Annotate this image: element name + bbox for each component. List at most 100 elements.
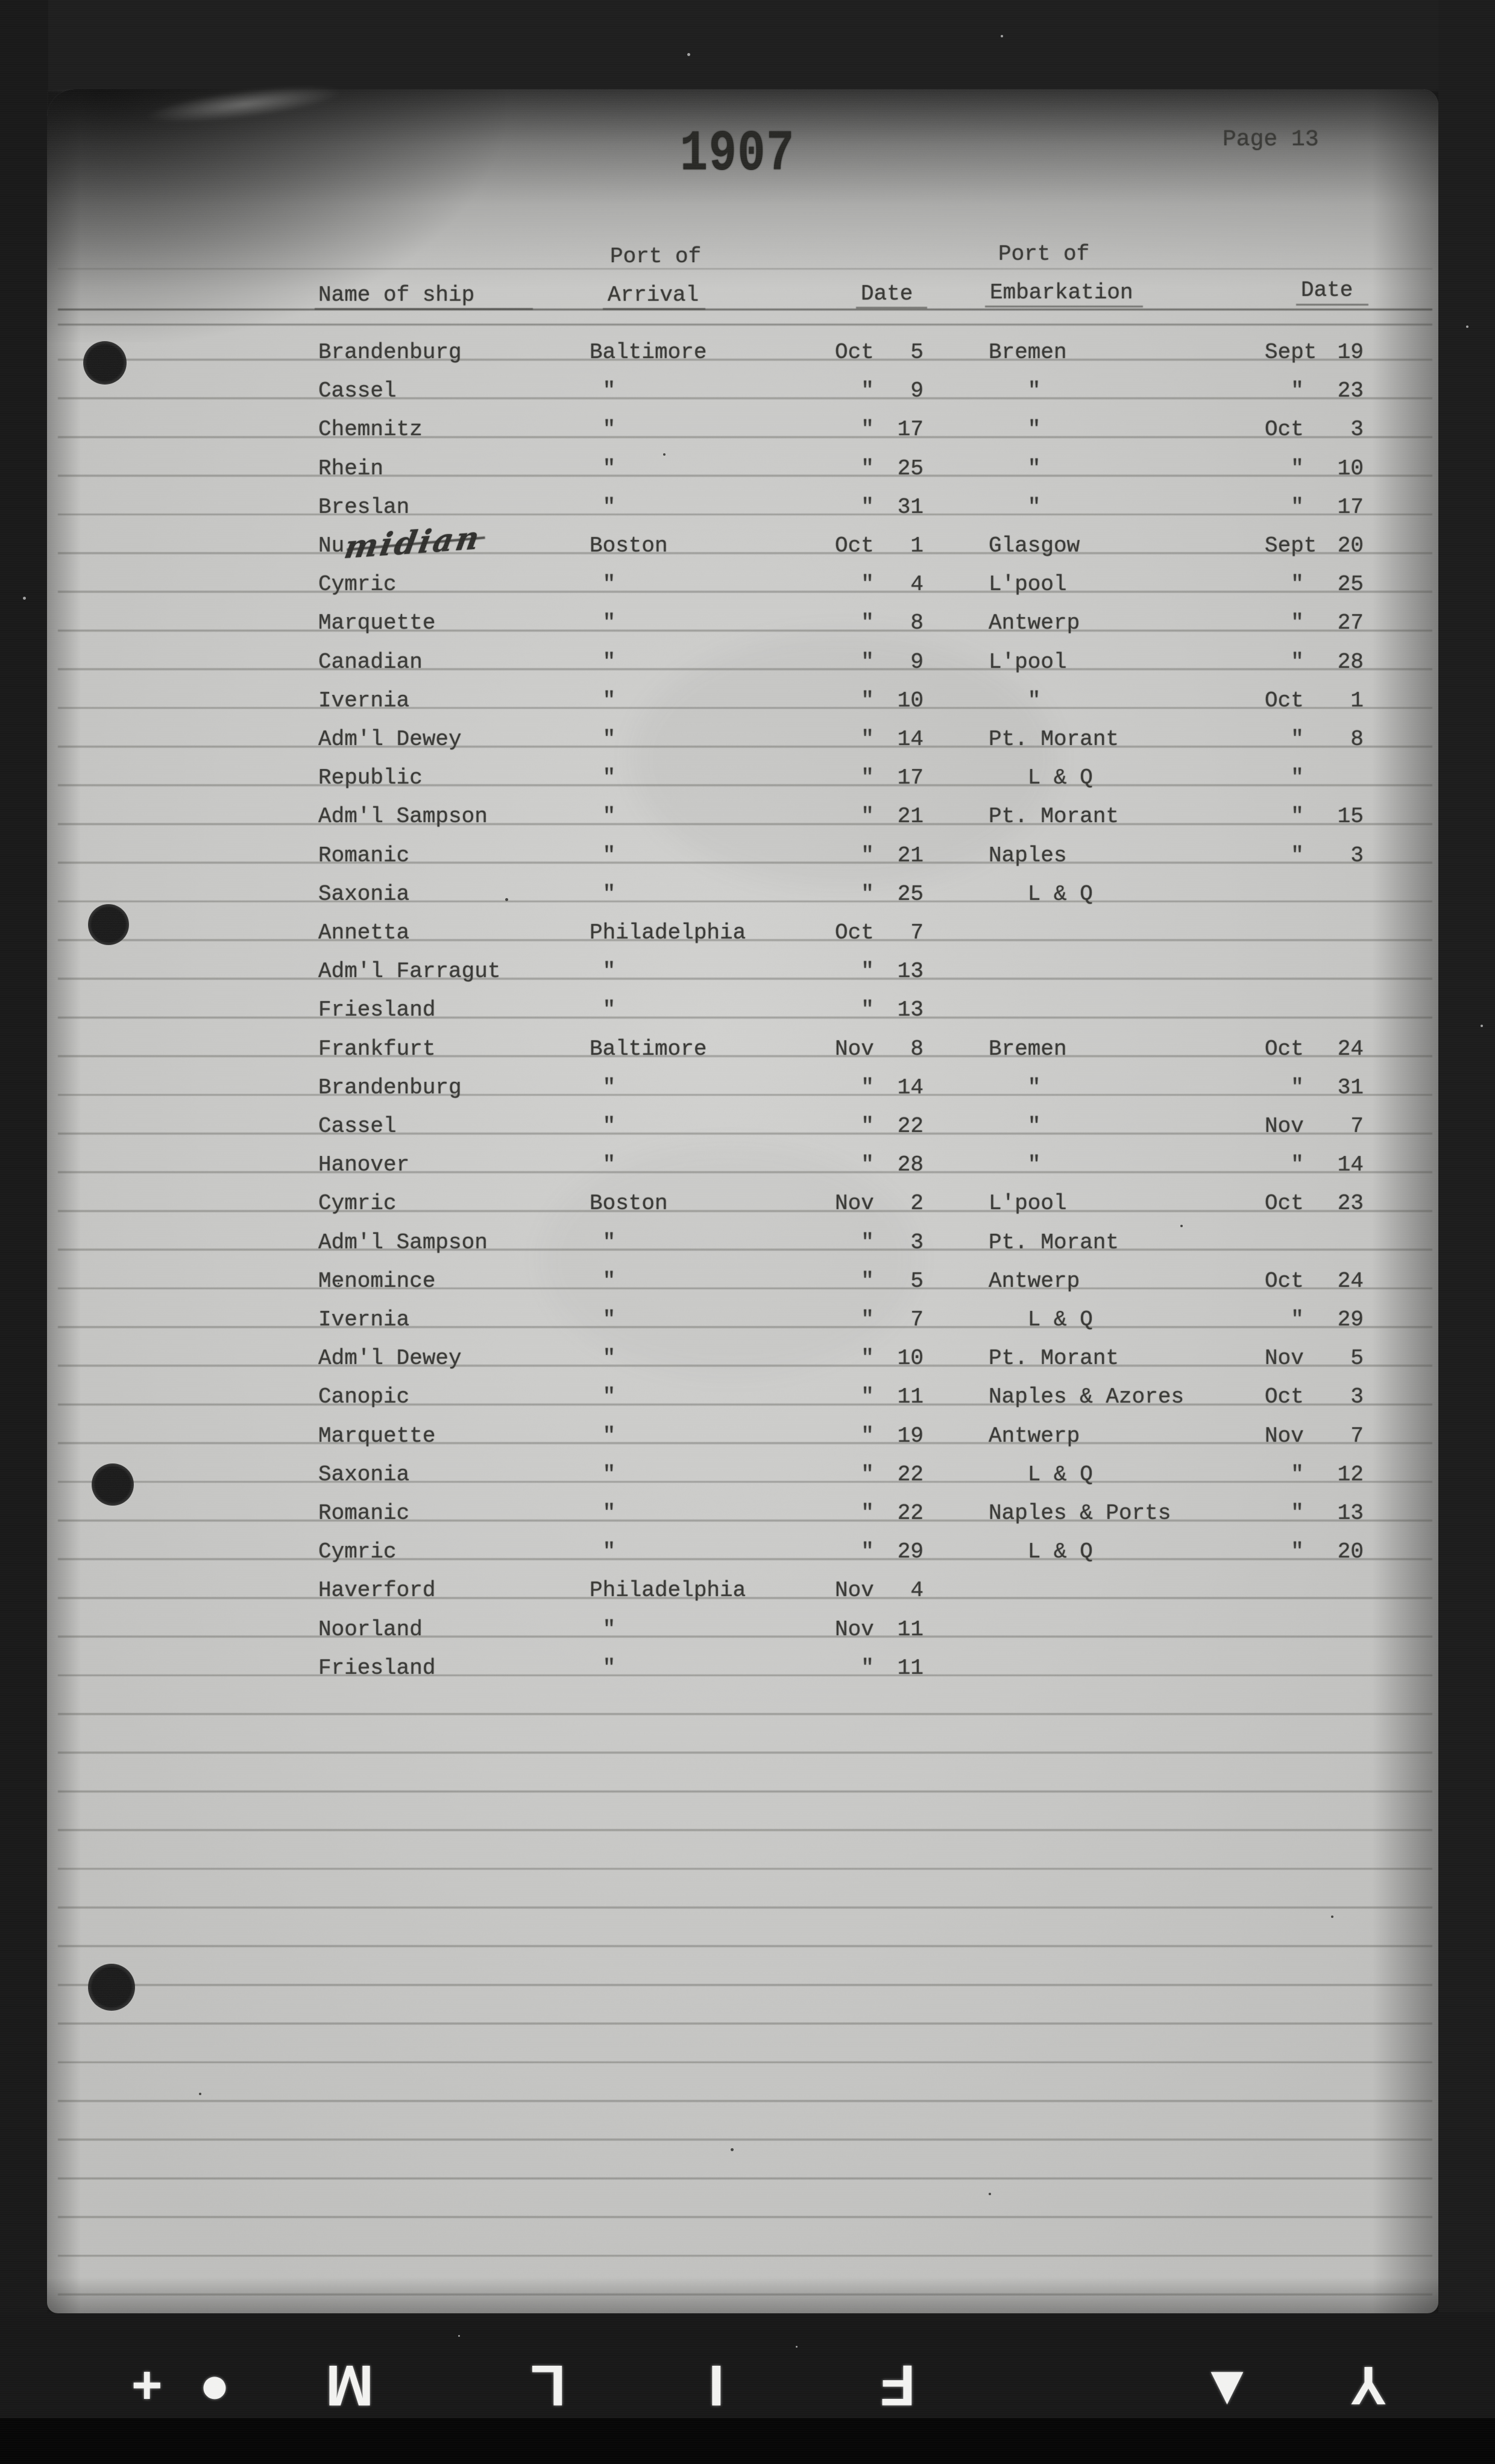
- header-word-underline: [603, 308, 705, 310]
- table-row: Adm'l Dewey " " 14 Pt. Morant " 8: [0, 726, 1495, 755]
- arrival-day-cell: 13: [897, 998, 924, 1023]
- port-of-arrival-cell: ": [590, 1501, 616, 1526]
- ship-name-cell: Annetta: [318, 920, 410, 945]
- port-of-arrival-cell: Philadelphia: [590, 920, 746, 945]
- ruled-line: [58, 268, 1432, 269]
- ship-name-cell: Saxonia: [318, 1462, 410, 1487]
- port-of-arrival-cell: ": [590, 649, 616, 674]
- ink-speck: [663, 453, 666, 456]
- embarkation-day-cell: 8: [1350, 727, 1364, 752]
- port-of-embarkation-cell: ": [989, 379, 1041, 404]
- arrival-day-cell: 21: [897, 804, 924, 829]
- embarkation-day-cell: 7: [1350, 1423, 1364, 1448]
- port-of-arrival-cell: ": [590, 998, 616, 1023]
- ship-name-cell: Nu: [318, 533, 345, 558]
- embarkation-day-cell: 3: [1350, 417, 1364, 442]
- film-border-bottom-edge: [0, 2418, 1495, 2464]
- embarkation-day-cell: 3: [1350, 1384, 1364, 1410]
- ship-name-cell: Cymric: [318, 572, 397, 597]
- ship-name-cell: Marquette: [318, 611, 436, 636]
- arrival-day-cell: 14: [897, 1075, 924, 1100]
- port-of-arrival-cell: ": [590, 959, 616, 984]
- port-of-embarkation-cell: ": [989, 1075, 1041, 1100]
- port-of-embarkation-cell: L & Q: [989, 1539, 1093, 1565]
- table-row: Noorland " Nov 11: [0, 1617, 1495, 1645]
- embarkation-month-cell: ": [1265, 804, 1304, 829]
- ship-name-cell: Menomince: [318, 1268, 436, 1293]
- arrival-day-cell: 25: [897, 881, 924, 907]
- table-row: Adm'l Farragut " " 13: [0, 958, 1495, 987]
- port-of-embarkation-cell: Antwerp: [989, 1268, 1080, 1293]
- arrival-day-cell: 11: [897, 1617, 924, 1642]
- port-of-arrival-cell: ": [590, 1230, 616, 1255]
- ship-name-cell: Romanic: [318, 1501, 410, 1526]
- ink-speck: [731, 2148, 734, 2151]
- port-of-arrival-cell: ": [590, 1307, 616, 1332]
- table-row: Cassel " " 9 " " 23: [0, 378, 1495, 407]
- arrival-day-cell: 8: [910, 1036, 924, 1061]
- embarkation-day-cell: 17: [1337, 494, 1364, 520]
- embarkation-month-cell: ": [1265, 456, 1304, 481]
- dust-speck: [796, 2346, 798, 2348]
- film-letter-l-icon: L: [530, 2353, 566, 2418]
- table-row: Rhein " " 25 " " 10: [0, 456, 1495, 485]
- embarkation-day-cell: 12: [1337, 1462, 1364, 1487]
- film-letter-f-icon: F: [880, 2353, 916, 2418]
- table-row: Saxonia " " 25 L & Q: [0, 881, 1495, 910]
- header-word-underline: [856, 307, 927, 309]
- port-of-embarkation-cell: Antwerp: [989, 611, 1080, 636]
- column-header-arrival: Arrival: [608, 283, 699, 307]
- arrival-day-cell: 25: [897, 456, 924, 481]
- embarkation-day-cell: 23: [1337, 1191, 1364, 1216]
- ship-name-cell: Brandenburg: [318, 1075, 462, 1100]
- table-row: Canopic " " 11 Naples & Azores Oct 3: [0, 1384, 1495, 1413]
- dust-speck: [1466, 325, 1468, 328]
- port-of-arrival-cell: ": [590, 1114, 616, 1139]
- embarkation-month-cell: ": [1265, 649, 1304, 674]
- dust-speck: [1001, 35, 1003, 37]
- embarkation-month-cell: ": [1265, 1152, 1304, 1178]
- arrival-day-cell: 31: [897, 494, 924, 520]
- port-of-embarkation-cell: ": [989, 456, 1041, 481]
- arrival-day-cell: 22: [897, 1501, 924, 1526]
- embarkation-month-cell: ": [1265, 611, 1304, 636]
- embarkation-month-cell: Oct: [1265, 1036, 1304, 1061]
- embarkation-month-cell: ": [1265, 494, 1304, 520]
- ship-name-cell: Romanic: [318, 843, 410, 868]
- arrival-day-cell: 11: [897, 1655, 924, 1680]
- embarkation-day-cell: 14: [1337, 1152, 1364, 1178]
- ship-name-cell: Cymric: [318, 1539, 397, 1565]
- plus-mark-icon: +: [131, 2355, 163, 2415]
- page-title-year: 1907: [680, 121, 795, 187]
- ink-speck: [1180, 1225, 1183, 1227]
- table-row: Canadian " " 9 L'pool " 28: [0, 649, 1495, 678]
- header-underline: [58, 309, 1432, 310]
- table-row: Cassel " " 22 " Nov 7: [0, 1113, 1495, 1142]
- table-row: Adm'l Sampson " " 21 Pt. Morant " 15: [0, 803, 1495, 832]
- column-header-embark: Embarkation: [990, 280, 1133, 305]
- embarkation-month-cell: Nov: [1265, 1114, 1304, 1139]
- embarkation-month-cell: ": [1265, 1539, 1304, 1565]
- arrival-day-cell: 10: [897, 1346, 924, 1371]
- ship-name-cell: Adm'l Sampson: [318, 1230, 488, 1255]
- embarkation-day-cell: 24: [1337, 1268, 1364, 1293]
- film-letter-y-icon: Y: [1350, 2355, 1387, 2415]
- port-of-arrival-cell: ": [590, 1539, 616, 1565]
- embarkation-month-cell: Nov: [1265, 1423, 1304, 1448]
- punch-hole: [88, 1964, 135, 2011]
- port-of-arrival-cell: ": [590, 881, 616, 907]
- dust-speck: [1481, 1025, 1483, 1027]
- ship-name-cell: Noorland: [318, 1617, 423, 1642]
- ship-name-cell: Marquette: [318, 1423, 436, 1448]
- embarkation-day-cell: 3: [1350, 843, 1364, 868]
- table-row: Frankfurt Baltimore Nov 8 Bremen Oct 24: [0, 1036, 1495, 1065]
- arrival-day-cell: 19: [897, 1423, 924, 1448]
- table-row: Romanic " " 22 Naples & Ports " 13: [0, 1500, 1495, 1529]
- ship-name-cell: Friesland: [318, 998, 436, 1023]
- port-of-embarkation-cell: Pt. Morant: [989, 804, 1119, 829]
- embarkation-day-cell: 13: [1337, 1501, 1364, 1526]
- ship-name-cell: Saxonia: [318, 881, 410, 907]
- port-of-embarkation-cell: L & Q: [989, 881, 1093, 907]
- ship-name-cell: Haverford: [318, 1578, 436, 1603]
